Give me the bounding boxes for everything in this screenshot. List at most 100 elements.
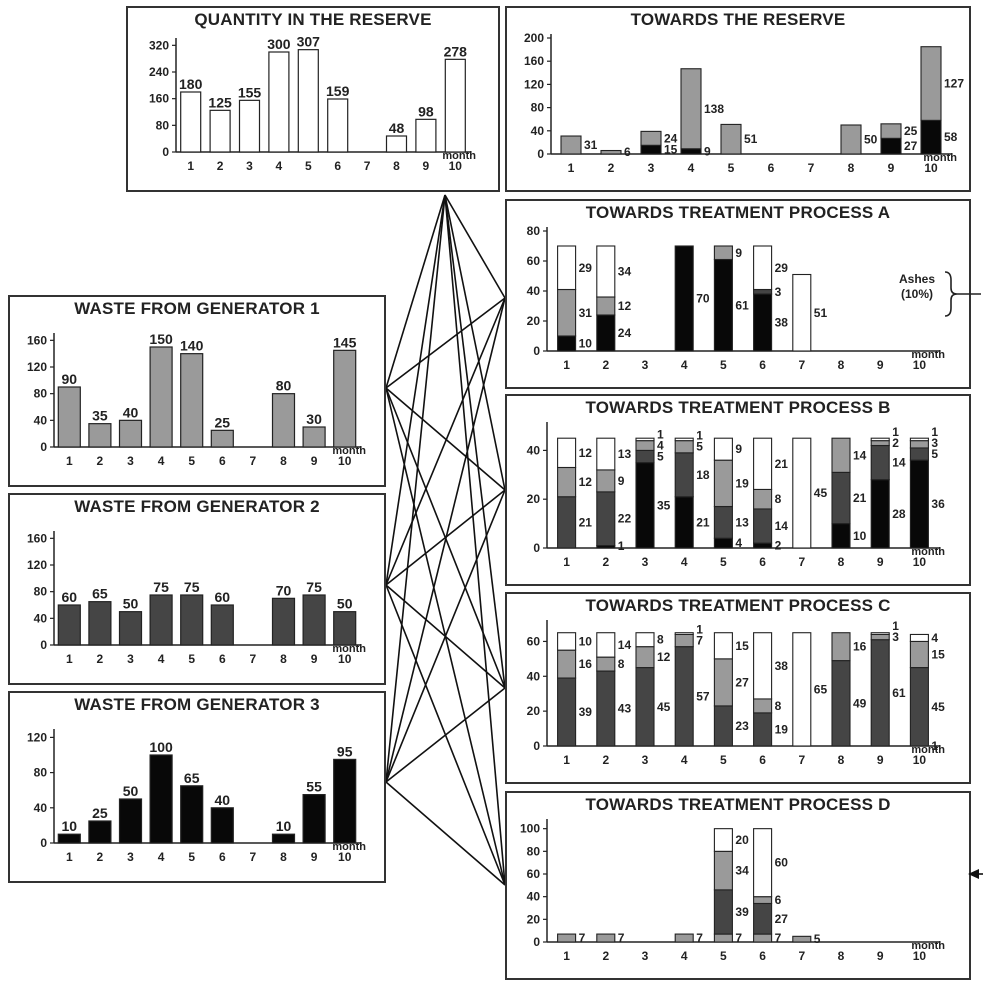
x-tick-label: 4	[681, 753, 688, 767]
towards-process-a-chart: TOWARDS TREATMENT PROCESS A 0 20 40 60 80 1 2 3 4…	[505, 199, 971, 389]
data-label: 20	[735, 833, 749, 847]
bar	[271, 393, 296, 448]
connector-line	[444, 194, 506, 886]
bar-segment	[909, 640, 929, 669]
x-tick-label: 4	[681, 949, 688, 963]
bar-segment	[674, 632, 694, 636]
data-label: 24	[618, 326, 632, 340]
data-label: 50	[864, 133, 878, 147]
chart-title: WASTE FROM GENERATOR 2	[74, 497, 320, 516]
data-label: 8	[657, 633, 664, 647]
connector-line	[444, 194, 506, 491]
data-label: 58	[944, 130, 958, 144]
x-tick-label: 2	[602, 555, 609, 569]
x-tick-label: 8	[838, 358, 845, 372]
data-label: 10	[62, 818, 78, 834]
x-tick-label: 8	[838, 949, 845, 963]
data-label: 13	[618, 447, 632, 461]
x-tick-label: 4	[158, 850, 165, 864]
data-label: 19	[735, 476, 749, 490]
chart-title: QUANTITY IN THE RESERVE	[194, 10, 432, 29]
y-tick-label: 200	[524, 31, 544, 45]
x-axis-label: month	[332, 445, 366, 457]
bar	[302, 426, 326, 448]
data-label: 80	[276, 378, 292, 394]
bar-segment	[753, 698, 773, 714]
bar-segment	[870, 444, 890, 481]
y-tick-label: 60	[527, 254, 541, 268]
generator-3-chart: WASTE FROM GENERATOR 3 0 40 80 120 1 2 3 4 5 6 7 8 9 1…	[8, 691, 386, 883]
connector-line	[385, 387, 506, 491]
bar-segment	[635, 449, 655, 464]
bar	[180, 594, 204, 646]
bar-segment	[792, 273, 812, 352]
x-tick-label: 3	[642, 753, 649, 767]
data-label: 10	[579, 634, 593, 648]
bar	[385, 135, 408, 153]
x-tick-label: 5	[188, 454, 195, 468]
towards-process-d-chart: TOWARDS TREATMENT PROCESS D 0 20 40 60 80 100 1…	[505, 791, 971, 980]
x-tick-label: 5	[728, 161, 735, 175]
data-label: 29	[775, 261, 789, 275]
x-tick-label: 6	[334, 159, 341, 173]
y-tick-label: 160	[149, 92, 169, 106]
x-tick-label: 6	[219, 652, 226, 666]
data-label: 5	[931, 447, 938, 461]
data-label: 51	[744, 132, 758, 146]
data-label: 35	[92, 408, 108, 424]
bar-segment	[596, 314, 616, 352]
data-label: 12	[657, 650, 671, 664]
bar	[118, 419, 143, 448]
x-tick-label: 9	[877, 949, 884, 963]
bar-segment	[557, 496, 577, 549]
bar-segment	[753, 902, 773, 935]
bar-segment	[920, 119, 942, 155]
y-tick-label: 80	[527, 844, 541, 858]
x-tick-label: 6	[219, 850, 226, 864]
y-tick-label: 160	[27, 531, 47, 545]
y-tick-label: 80	[34, 766, 48, 780]
bar-segment	[831, 437, 851, 473]
x-tick-label: 10	[338, 652, 352, 666]
x-axis-label: month	[442, 150, 476, 162]
bar-segment	[635, 646, 655, 669]
data-label: 65	[184, 770, 200, 786]
chart-title: WASTE FROM GENERATOR 1	[74, 299, 320, 318]
bar-segment	[713, 705, 733, 747]
x-tick-label: 5	[720, 753, 727, 767]
bar-segment	[753, 488, 773, 510]
bar-segment	[674, 245, 694, 352]
bar-segment	[870, 437, 890, 442]
data-label: 6	[775, 893, 782, 907]
y-tick-label: 0	[533, 739, 540, 753]
x-tick-label: 2	[602, 358, 609, 372]
x-tick-label: 2	[97, 652, 104, 666]
data-label: 38	[775, 316, 789, 330]
y-tick-label: 40	[34, 413, 48, 427]
data-label: 2	[775, 539, 782, 553]
bar-segment	[635, 667, 655, 747]
x-tick-label: 8	[280, 454, 287, 468]
bar-segment	[753, 437, 773, 490]
data-label: 145	[333, 334, 357, 350]
x-tick-label: 3	[127, 454, 134, 468]
bar-segment	[640, 130, 662, 146]
data-label: 24	[664, 131, 678, 145]
bar-segment	[596, 245, 616, 298]
x-tick-label: 7	[798, 949, 805, 963]
x-tick-label: 8	[280, 652, 287, 666]
bar	[118, 611, 143, 646]
data-label: 5	[814, 932, 821, 946]
x-tick-label: 6	[768, 161, 775, 175]
x-tick-label: 1	[66, 454, 73, 468]
x-tick-label: 9	[311, 850, 318, 864]
data-label: 28	[892, 507, 906, 521]
bar-segment	[870, 633, 890, 641]
y-tick-label: 160	[27, 333, 47, 347]
x-tick-label: 10	[913, 358, 927, 372]
data-label: 13	[735, 515, 749, 529]
data-label: 23	[735, 719, 749, 733]
bar-segment	[596, 437, 616, 471]
